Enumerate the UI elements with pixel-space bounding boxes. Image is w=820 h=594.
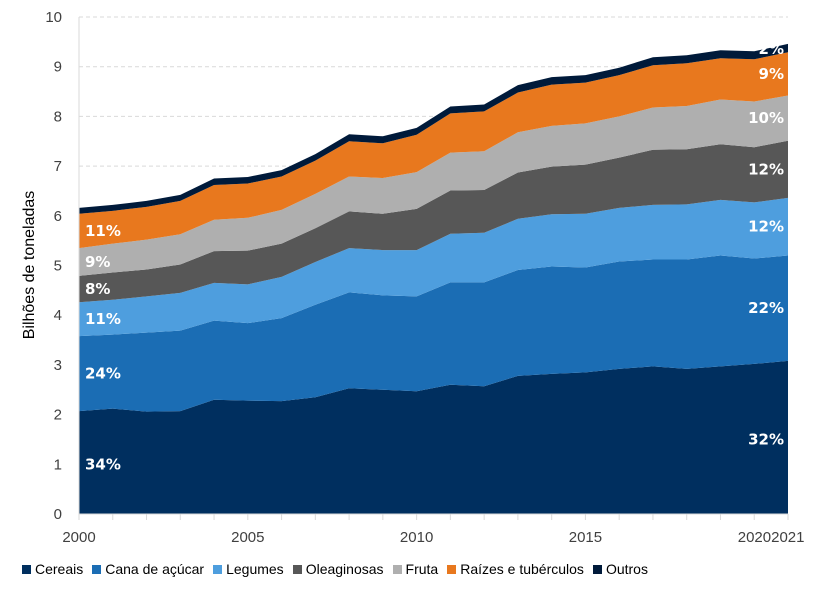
y-tick-label: 5 [54, 258, 62, 275]
x-tick-label: 2005 [231, 529, 264, 546]
percent-label: 11% [85, 222, 121, 240]
legend-label: Outros [605, 561, 648, 577]
y-axis-label: Bilhões de toneladas [21, 191, 38, 340]
percent-label: 9% [759, 65, 784, 83]
percent-label: 34% [85, 455, 121, 473]
legend-swatch [292, 564, 302, 574]
legend-item: Legumes [213, 561, 284, 577]
y-tick-label: 6 [54, 208, 62, 225]
legend-item: Raízes e tubérculos [447, 561, 584, 577]
y-tick-label: 4 [54, 307, 62, 324]
y-tick-label: 0 [54, 506, 62, 523]
legend-swatch [592, 564, 602, 574]
legend-item: Oleaginosas [292, 561, 384, 577]
x-tick-label: 2000 [62, 529, 95, 546]
area-fruta [79, 95, 788, 276]
legend-item: Cana de açúcar [92, 561, 204, 577]
legend-label: Oleaginosas [305, 561, 384, 577]
y-tick-label: 3 [54, 357, 62, 374]
y-tick-label: 8 [54, 108, 62, 125]
percent-label: 12% [748, 218, 784, 236]
legend: Cereais Cana de açúcar Legumes Oleaginosas F… [22, 561, 657, 577]
area-raízes-e-tubérculos [79, 52, 788, 249]
legend-label: Cereais [35, 561, 84, 577]
x-tick-label: 2010 [400, 529, 433, 546]
area-cereais [79, 360, 788, 514]
percent-label: 32% [748, 430, 784, 448]
legend-item: Outros [592, 561, 648, 577]
percent-label: 22% [748, 299, 784, 317]
x-tick-label: 2015 [569, 529, 602, 546]
percent-label: 12% [748, 160, 784, 178]
percent-label: 24% [85, 365, 121, 383]
percent-label: 11% [85, 310, 121, 328]
x-tick-label: 20202021 [738, 529, 805, 546]
y-tick-label: 7 [54, 158, 62, 175]
legend-item: Fruta [392, 561, 439, 577]
y-tick-label: 10 [45, 9, 62, 26]
area-oleaginosas [79, 140, 788, 303]
legend-label: Legumes [226, 561, 284, 577]
y-tick-label: 1 [54, 456, 62, 473]
legend-label: Cana de açúcar [105, 561, 205, 577]
y-tick-label: 2 [54, 407, 62, 424]
legend-item: Cereais [22, 561, 83, 577]
y-tick-label: 9 [54, 59, 62, 76]
legend-swatch [392, 564, 402, 574]
legend-label: Raízes e tubérculos [460, 561, 584, 577]
area-legumes [79, 197, 788, 337]
area-cana-de-açúcar [79, 255, 788, 412]
percent-label: 2% [759, 40, 784, 58]
legend-swatch [213, 564, 223, 574]
legend-label: Fruta [405, 561, 439, 577]
percent-label: 10% [748, 109, 784, 127]
legend-swatch [447, 564, 457, 574]
legend-swatch [92, 564, 102, 574]
percent-label: 8% [85, 280, 110, 298]
percent-label: 9% [85, 253, 110, 271]
legend-swatch [22, 564, 31, 574]
